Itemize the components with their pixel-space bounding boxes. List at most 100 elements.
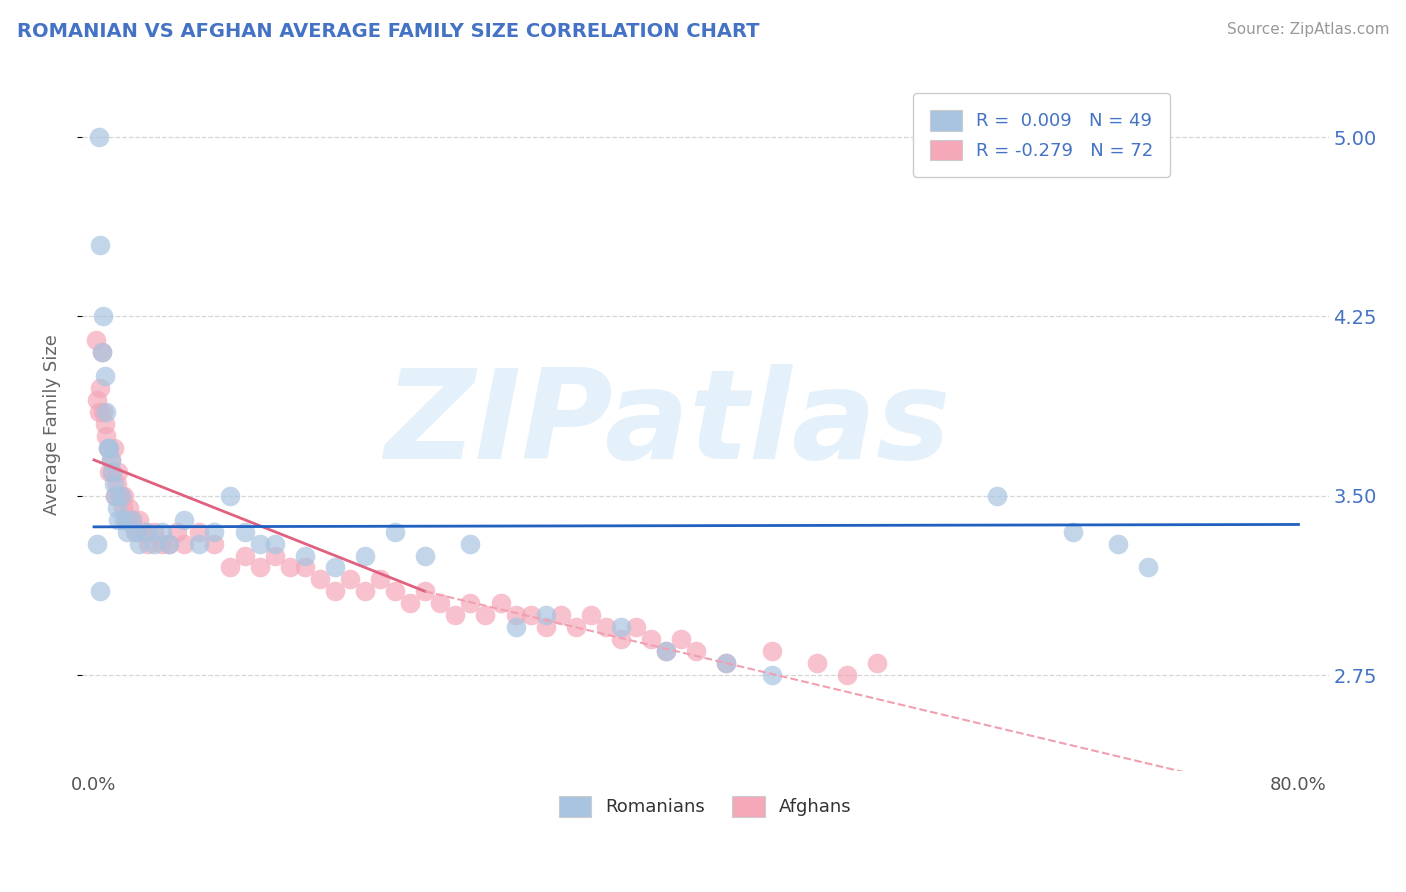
Point <box>368 573 391 587</box>
Point <box>233 549 256 563</box>
Point <box>655 644 678 658</box>
Point <box>233 524 256 539</box>
Point <box>1107 536 1129 550</box>
Text: ZIPatlas: ZIPatlas <box>385 364 950 484</box>
Point <box>354 584 377 599</box>
Point <box>111 500 134 515</box>
Point <box>866 656 889 670</box>
Point <box>218 560 240 574</box>
Point <box>98 465 121 479</box>
Point <box>121 513 143 527</box>
Point <box>105 500 128 515</box>
Point <box>339 573 361 587</box>
Point <box>294 549 316 563</box>
Point <box>115 524 138 539</box>
Point <box>413 584 436 599</box>
Point <box>323 584 346 599</box>
Point <box>96 441 118 455</box>
Point <box>489 596 512 610</box>
Point <box>505 620 527 634</box>
Point <box>534 620 557 634</box>
Point <box>112 513 135 527</box>
Legend: Romanians, Afghans: Romanians, Afghans <box>551 789 859 824</box>
Point <box>125 524 148 539</box>
Point <box>143 536 166 550</box>
Point <box>474 608 496 623</box>
Point <box>108 489 131 503</box>
Point <box>444 608 467 623</box>
Point <box>104 489 127 503</box>
Point <box>150 536 173 550</box>
Point <box>98 441 121 455</box>
Point <box>173 513 195 527</box>
Point <box>354 549 377 563</box>
Point <box>204 536 226 550</box>
Point <box>384 524 406 539</box>
Point <box>1136 560 1159 574</box>
Point <box>94 405 117 419</box>
Point <box>1062 524 1084 539</box>
Point <box>173 536 195 550</box>
Point <box>460 596 482 610</box>
Point <box>100 453 122 467</box>
Point <box>761 668 783 682</box>
Point <box>96 441 118 455</box>
Point <box>89 381 111 395</box>
Point <box>117 500 139 515</box>
Point <box>114 513 136 527</box>
Point <box>505 608 527 623</box>
Point <box>384 584 406 599</box>
Point <box>534 608 557 623</box>
Point <box>128 513 150 527</box>
Point <box>413 549 436 563</box>
Point <box>716 656 738 670</box>
Point <box>579 608 602 623</box>
Point <box>157 536 180 550</box>
Point <box>110 489 132 503</box>
Point <box>128 536 150 550</box>
Point <box>685 644 707 658</box>
Point <box>89 584 111 599</box>
Point <box>610 620 633 634</box>
Point <box>121 513 143 527</box>
Point <box>104 489 127 503</box>
Point <box>107 513 129 527</box>
Point <box>136 536 159 550</box>
Point <box>101 465 124 479</box>
Point <box>150 524 173 539</box>
Point <box>655 644 678 658</box>
Point <box>112 489 135 503</box>
Point <box>124 524 146 539</box>
Point <box>565 620 588 634</box>
Point <box>294 560 316 574</box>
Point <box>94 429 117 443</box>
Point <box>188 536 211 550</box>
Point <box>986 489 1008 503</box>
Point <box>87 405 110 419</box>
Point <box>100 453 122 467</box>
Point <box>143 524 166 539</box>
Point <box>93 369 115 384</box>
Point <box>429 596 451 610</box>
Point <box>218 489 240 503</box>
Point <box>87 130 110 145</box>
Point <box>86 393 108 408</box>
Point <box>640 632 662 647</box>
Point <box>90 345 112 359</box>
Point <box>107 465 129 479</box>
Point <box>132 524 155 539</box>
Text: ROMANIAN VS AFGHAN AVERAGE FAMILY SIZE CORRELATION CHART: ROMANIAN VS AFGHAN AVERAGE FAMILY SIZE C… <box>17 22 759 41</box>
Point <box>610 632 633 647</box>
Point <box>806 656 828 670</box>
Point <box>323 560 346 574</box>
Point <box>103 441 125 455</box>
Point <box>278 560 301 574</box>
Point <box>204 524 226 539</box>
Point <box>263 536 285 550</box>
Point <box>460 536 482 550</box>
Point <box>263 549 285 563</box>
Point <box>135 524 157 539</box>
Point <box>101 465 124 479</box>
Point <box>91 405 114 419</box>
Point <box>716 656 738 670</box>
